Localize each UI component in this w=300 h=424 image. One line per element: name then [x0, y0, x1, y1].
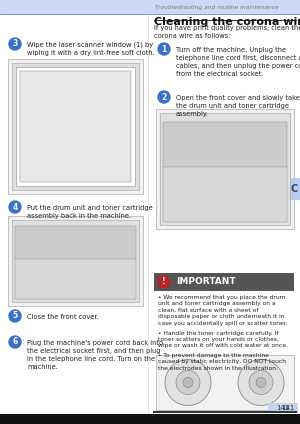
Text: 2: 2 [161, 92, 166, 101]
Text: Turn off the machine. Unplug the
telephone line cord first, disconnect all
cable: Turn off the machine. Unplug the telepho… [176, 47, 300, 77]
Text: • We recommend that you place the drum
unit and toner cartridge assembly on a
cl: • We recommend that you place the drum u… [158, 295, 288, 326]
Text: Put the drum unit and toner cartridge
assembly back in the machine.: Put the drum unit and toner cartridge as… [27, 205, 153, 219]
Bar [0, 414, 300, 424]
Bar [15, 226, 136, 259]
Text: If you have print quality problems, clean the
corona wire as follows:: If you have print quality problems, clea… [154, 25, 300, 39]
Text: IMPORTANT: IMPORTANT [176, 277, 236, 287]
Bar [8, 59, 143, 194]
Bar [160, 113, 290, 225]
Circle shape [256, 377, 266, 388]
Text: 5: 5 [12, 312, 18, 321]
Text: • Handle the toner cartridge carefully. If
toner scatters on your hands or cloth: • Handle the toner cartridge carefully. … [158, 330, 288, 348]
Text: Open the front cover and slowly take out
the drum unit and toner cartridge
assem: Open the front cover and slowly take out… [176, 95, 300, 117]
Bar [268, 403, 298, 413]
Circle shape [238, 360, 284, 405]
Circle shape [158, 43, 170, 55]
Text: 4: 4 [12, 203, 18, 212]
Circle shape [9, 38, 21, 50]
Text: C: C [290, 184, 298, 194]
Text: Wipe the laser scanner window (1) by
wiping it with a dry lint-free soft cloth.: Wipe the laser scanner window (1) by wip… [27, 42, 155, 56]
Bar [12, 220, 139, 302]
Bar [288, 178, 300, 200]
Bar [163, 166, 287, 222]
Circle shape [9, 310, 21, 322]
Text: !: ! [162, 277, 166, 287]
Bar [8, 216, 143, 306]
Text: 3: 3 [12, 39, 18, 48]
Circle shape [158, 276, 170, 288]
Bar [15, 258, 136, 299]
Circle shape [9, 201, 21, 213]
Bar [12, 63, 139, 190]
Text: 141: 141 [276, 405, 290, 411]
Bar [154, 273, 294, 291]
Text: Cleaning the corona wire: Cleaning the corona wire [154, 17, 300, 27]
Circle shape [158, 91, 170, 103]
Bar [16, 67, 135, 186]
Circle shape [249, 371, 273, 394]
Text: Plug the machine's power cord back into
the electrical socket first, and then pl: Plug the machine's power cord back into … [27, 340, 163, 370]
Circle shape [165, 360, 211, 405]
Circle shape [183, 377, 193, 388]
Bar [0, 0, 300, 14]
Circle shape [9, 336, 21, 348]
Bar [156, 109, 294, 229]
Bar [20, 71, 131, 182]
Bar [156, 355, 294, 410]
Text: Close the front cover.: Close the front cover. [27, 314, 99, 320]
Text: 1: 1 [161, 45, 166, 53]
Bar [163, 122, 287, 167]
Text: • To prevent damage to the machine
caused by static electricity, DO NOT touch
th: • To prevent damage to the machine cause… [158, 353, 286, 371]
Circle shape [176, 371, 200, 394]
Text: Troubleshooting and routine maintenance: Troubleshooting and routine maintenance [155, 5, 279, 9]
Text: 141: 141 [282, 405, 295, 411]
Text: 6: 6 [12, 338, 18, 346]
